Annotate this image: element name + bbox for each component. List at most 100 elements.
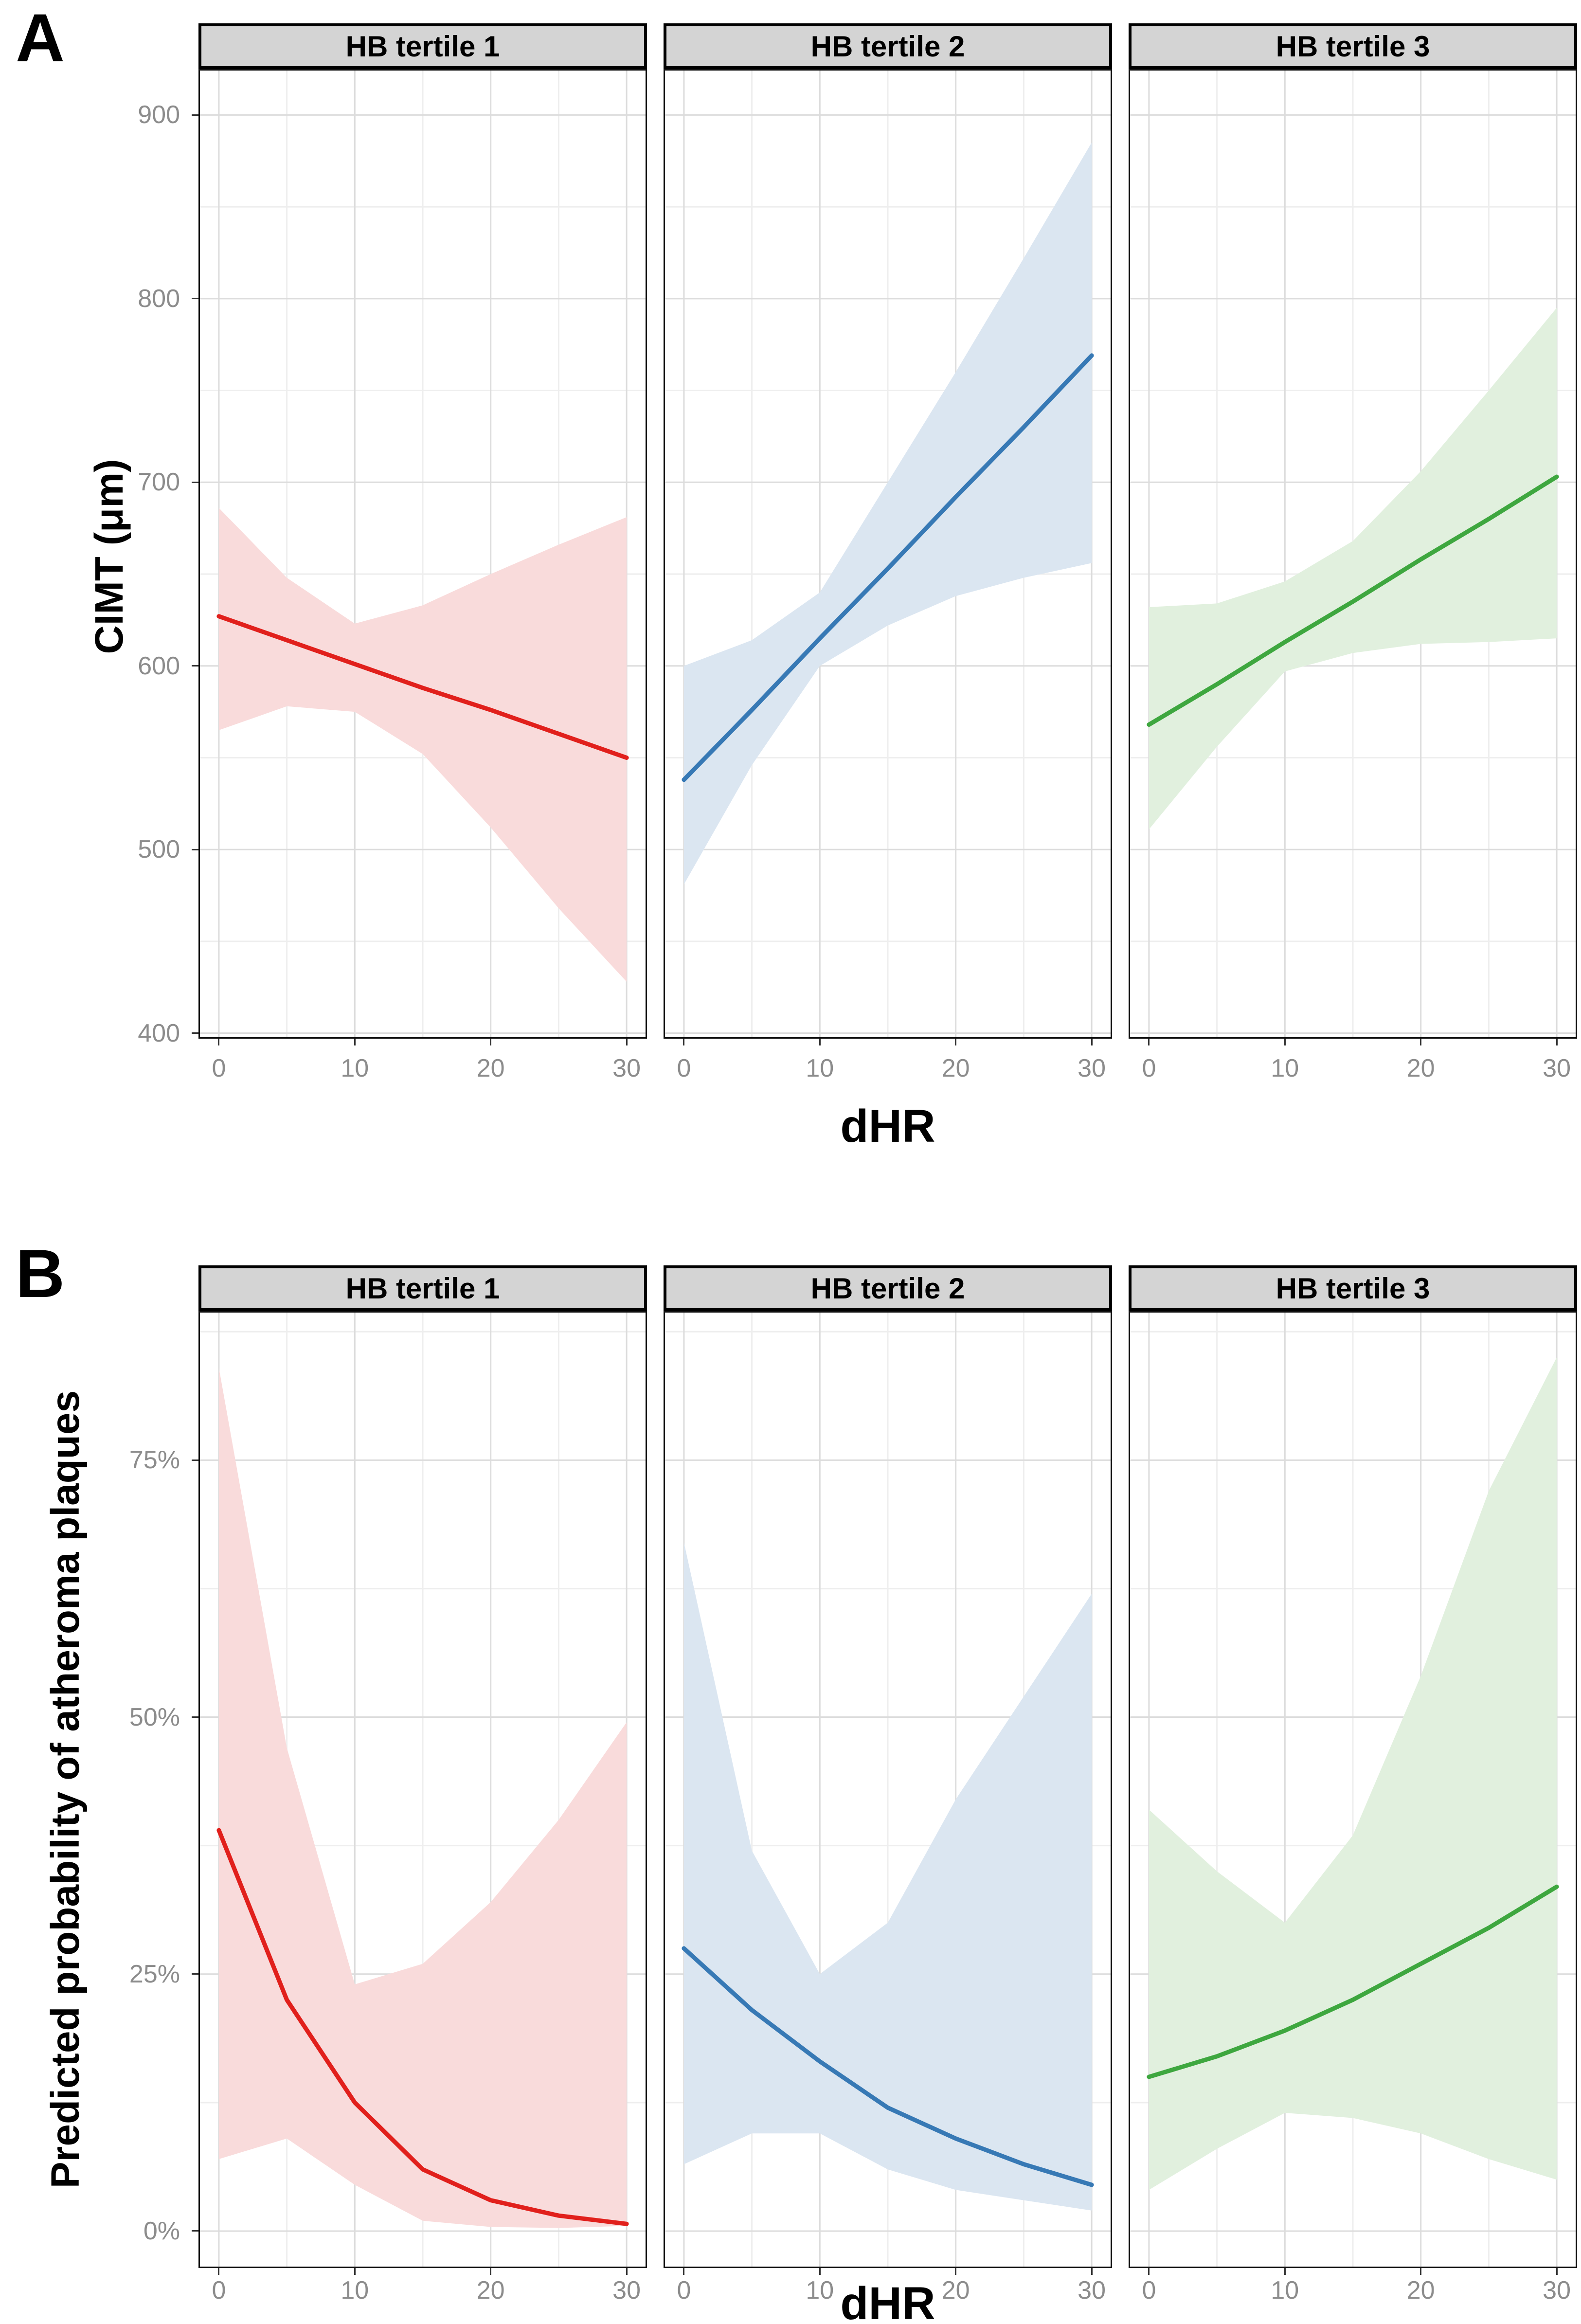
x-tick-label: 0 xyxy=(212,1054,226,1082)
panel-a-y-axis-title: CIMT (μm) xyxy=(87,459,131,654)
y-tick-label: 25% xyxy=(129,1960,180,1988)
x-tick-label: 20 xyxy=(476,1054,505,1082)
x-tick-mark xyxy=(354,2268,356,2275)
facet-chart-b-2 xyxy=(664,1311,1112,2268)
fitted-line xyxy=(1147,474,1559,727)
x-tick-mark xyxy=(1284,2268,1286,2275)
x-tick-label: 10 xyxy=(341,1054,369,1082)
strip-panel-a-tertile-2: HB tertile 2 xyxy=(664,23,1112,69)
y-tick-mark xyxy=(192,1032,198,1034)
y-tick-mark xyxy=(192,114,198,116)
y-tick-mark xyxy=(192,1973,198,1975)
y-tick-mark xyxy=(192,1459,198,1461)
x-tick-mark xyxy=(1284,1039,1286,1045)
strip-panel-b-tertile-1: HB tertile 1 xyxy=(198,1265,647,1311)
panel-b-label: B xyxy=(16,1235,65,1312)
x-tick-mark xyxy=(1556,1039,1558,1045)
x-tick-mark xyxy=(1420,2268,1422,2275)
strip-panel-b-tertile-3: HB tertile 3 xyxy=(1129,1265,1577,1311)
x-tick-label: 30 xyxy=(1543,2276,1571,2305)
y-tick-label: 0% xyxy=(143,2216,180,2245)
x-tick-label: 0 xyxy=(212,2276,226,2305)
strip-panel-a-tertile-1: HB tertile 1 xyxy=(198,23,647,69)
facet-chart-a-1 xyxy=(198,69,647,1039)
strip-label: HB tertile 3 xyxy=(1276,1272,1430,1305)
x-tick-label: 30 xyxy=(612,2276,641,2305)
strip-label: HB tertile 1 xyxy=(345,30,500,63)
x-tick-mark xyxy=(955,2268,957,2275)
y-tick-mark xyxy=(192,298,198,300)
x-tick-label: 20 xyxy=(941,1054,970,1082)
fitted-line xyxy=(216,614,629,760)
x-tick-mark xyxy=(955,1039,957,1045)
strip-label: HB tertile 2 xyxy=(810,30,965,63)
x-tick-mark xyxy=(218,1039,220,1045)
x-tick-label: 0 xyxy=(1142,2276,1156,2305)
facet-chart-b-1 xyxy=(198,1311,647,2268)
y-tick-mark xyxy=(192,1716,198,1718)
x-tick-label: 20 xyxy=(476,2276,505,2305)
strip-label: HB tertile 2 xyxy=(810,1272,965,1305)
y-tick-mark xyxy=(192,665,198,667)
facet-chart-a-2 xyxy=(664,69,1112,1039)
strip-label: HB tertile 3 xyxy=(1276,30,1430,63)
x-tick-mark xyxy=(1148,1039,1150,1045)
x-tick-label: 0 xyxy=(1142,1054,1156,1082)
x-tick-label: 30 xyxy=(1078,1054,1106,1082)
x-tick-label: 10 xyxy=(341,2276,369,2305)
fitted-line xyxy=(682,1946,1094,2187)
strip-panel-b-tertile-2: HB tertile 2 xyxy=(664,1265,1112,1311)
fitted-line xyxy=(1147,1884,1559,2079)
x-tick-mark xyxy=(1420,1039,1422,1045)
strip-panel-a-tertile-3: HB tertile 3 xyxy=(1129,23,1577,69)
x-tick-mark xyxy=(683,1039,685,1045)
x-tick-mark xyxy=(683,2268,685,2275)
facet-chart-a-3 xyxy=(1129,69,1577,1039)
confidence-ribbon xyxy=(1149,1357,1557,2190)
x-tick-label: 0 xyxy=(677,1054,691,1082)
y-tick-mark xyxy=(192,481,198,483)
x-tick-label: 10 xyxy=(1271,2276,1299,2305)
x-tick-label: 30 xyxy=(1543,1054,1571,1082)
y-tick-mark xyxy=(192,848,198,850)
x-tick-label: 30 xyxy=(612,1054,641,1082)
x-tick-mark xyxy=(819,1039,821,1045)
y-tick-label: 900 xyxy=(138,101,180,129)
x-tick-mark xyxy=(1148,2268,1150,2275)
x-tick-mark xyxy=(490,2268,492,2275)
panel-a-x-axis-title: dHR xyxy=(840,1100,935,1152)
x-tick-label: 20 xyxy=(1406,2276,1435,2305)
x-tick-label: 10 xyxy=(806,1054,834,1082)
x-tick-mark xyxy=(1091,1039,1093,1045)
x-tick-label: 20 xyxy=(1406,1054,1435,1082)
facet-chart-b-3 xyxy=(1129,1311,1577,2268)
x-tick-label: 20 xyxy=(941,2276,970,2305)
confidence-ribbon xyxy=(218,508,627,982)
x-tick-label: 10 xyxy=(1271,1054,1299,1082)
confidence-ribbon xyxy=(1149,307,1557,829)
x-tick-mark xyxy=(626,1039,628,1045)
confidence-ribbon xyxy=(683,1542,1092,2211)
y-tick-label: 50% xyxy=(129,1703,180,1731)
y-tick-label: 75% xyxy=(129,1446,180,1475)
x-tick-mark xyxy=(354,1039,356,1045)
x-tick-mark xyxy=(1091,2268,1093,2275)
y-tick-label: 700 xyxy=(138,468,180,497)
x-tick-mark xyxy=(490,1039,492,1045)
x-tick-mark xyxy=(626,2268,628,2275)
x-tick-mark xyxy=(218,2268,220,2275)
x-tick-label: 30 xyxy=(1078,2276,1106,2305)
y-tick-label: 600 xyxy=(138,651,180,680)
panel-a-label: A xyxy=(16,0,65,76)
y-tick-label: 400 xyxy=(138,1019,180,1047)
x-tick-mark xyxy=(1556,2268,1558,2275)
y-tick-mark xyxy=(192,2230,198,2232)
fitted-line xyxy=(682,353,1094,782)
x-tick-mark xyxy=(819,2268,821,2275)
fitted-line xyxy=(216,1828,629,2226)
strip-label: HB tertile 1 xyxy=(345,1272,500,1305)
confidence-ribbon xyxy=(683,143,1092,884)
y-tick-label: 500 xyxy=(138,835,180,864)
confidence-ribbon xyxy=(218,1368,627,2228)
